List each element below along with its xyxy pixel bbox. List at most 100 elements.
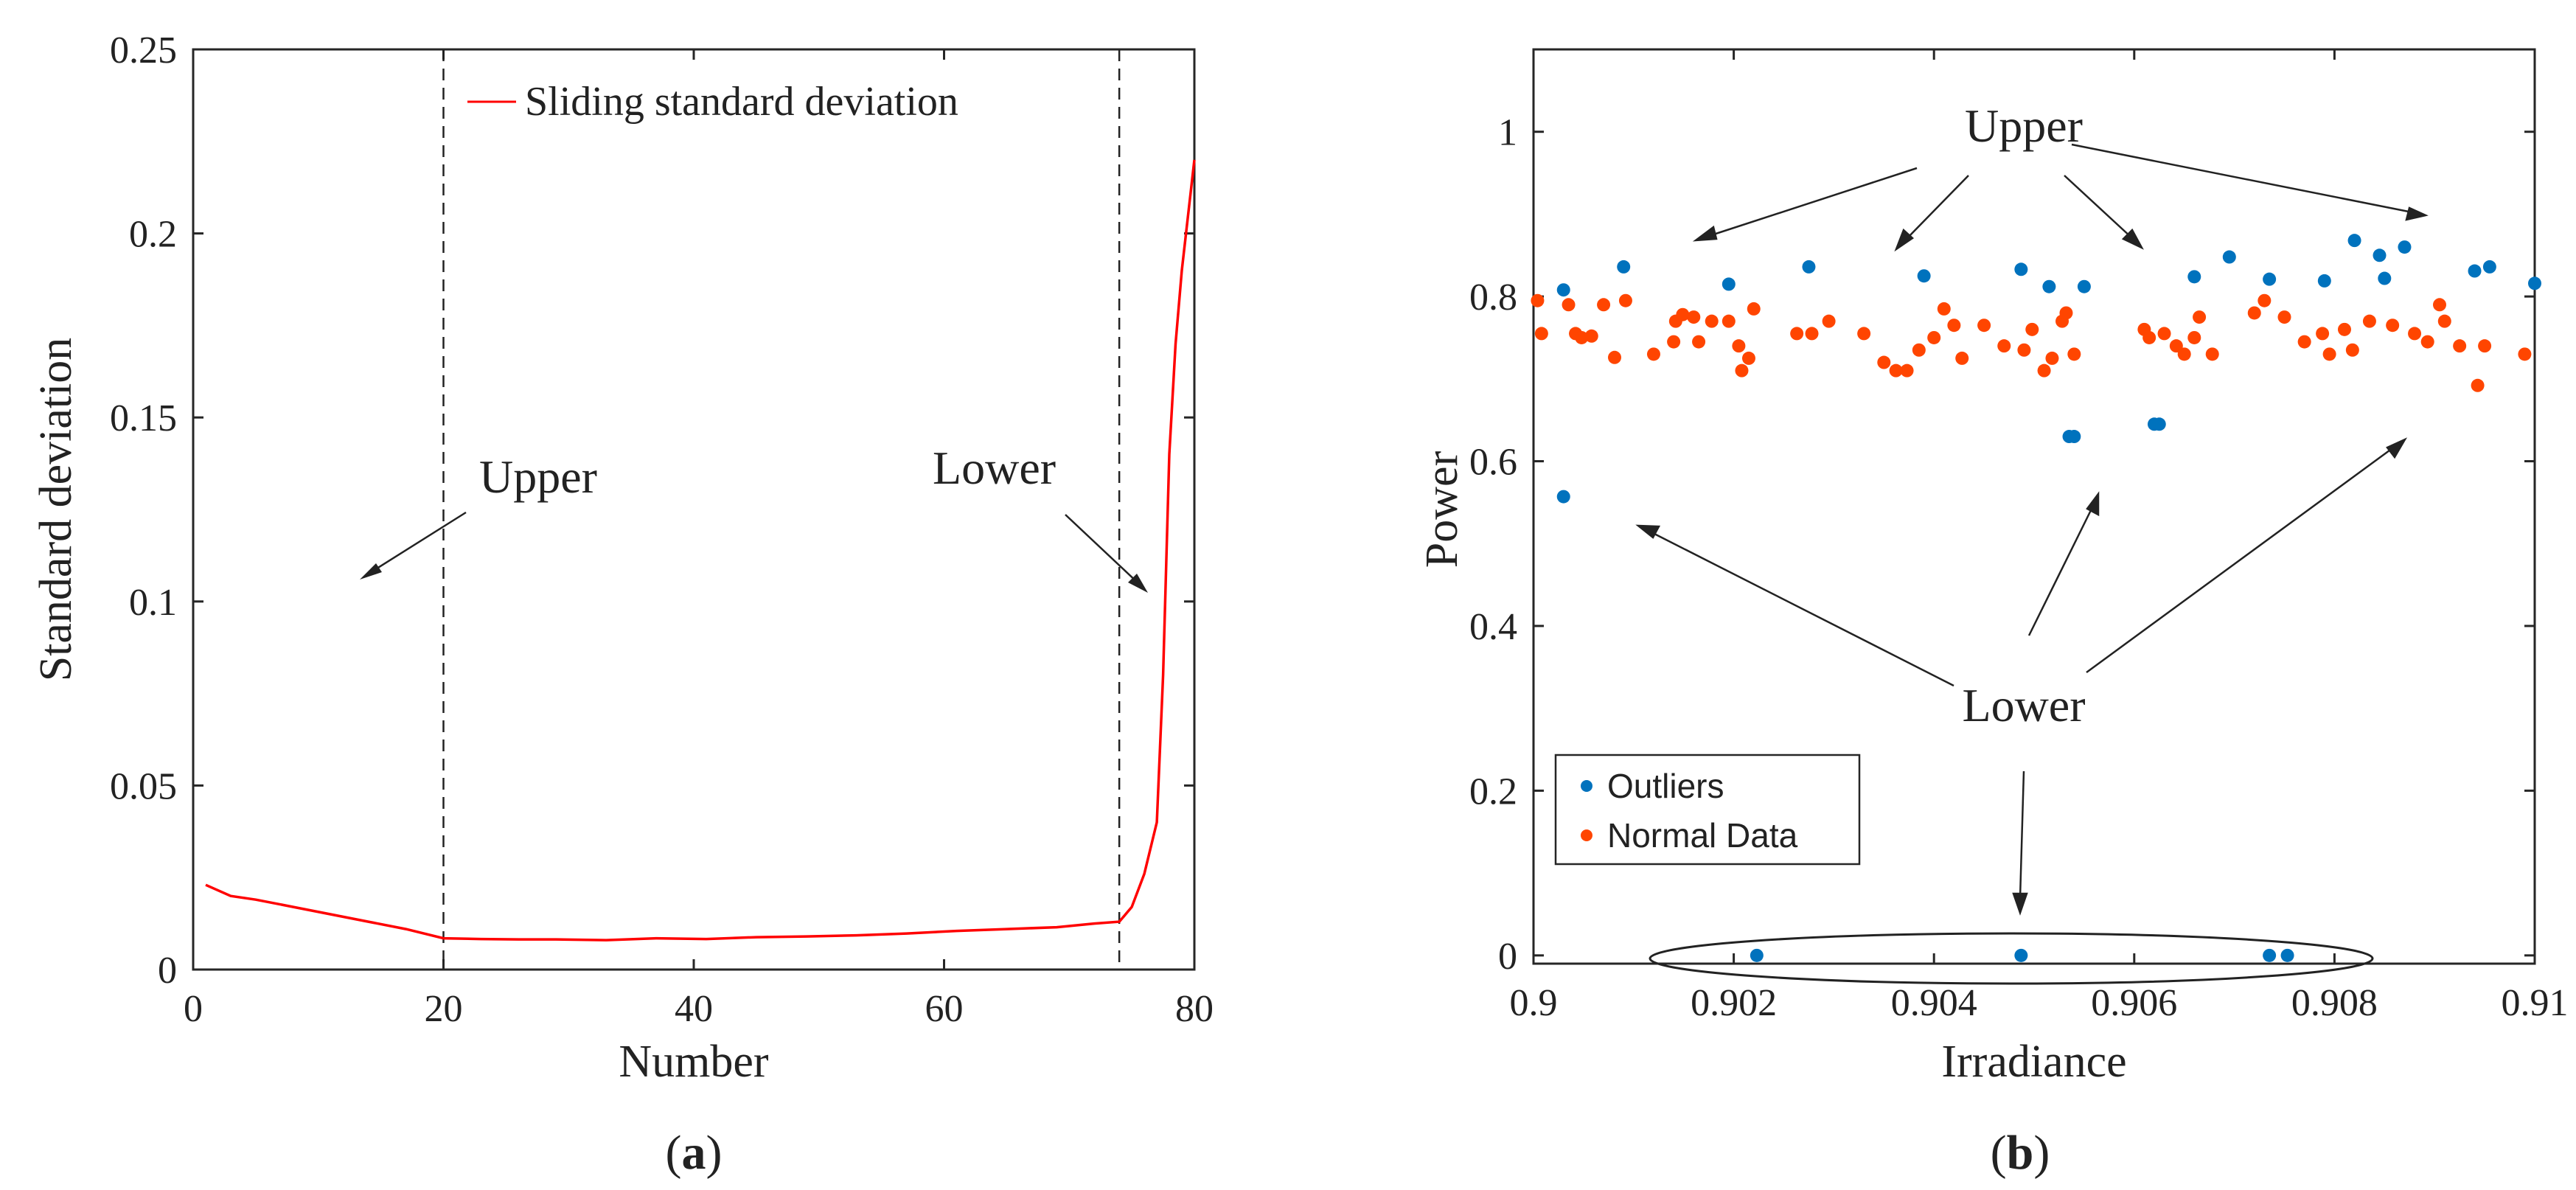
panel-b-legend-box: [1554, 754, 1861, 866]
normal-data-point: [2037, 363, 2051, 377]
panel-a-ticks: 0 20 40 60 80 0 0.05 0.1 0.15 0.2 0.25: [110, 29, 1214, 1030]
outlier-point: [1617, 260, 1631, 274]
normal-data-point: [1947, 319, 1961, 333]
y-tick-label: 0.6: [1469, 442, 1517, 484]
panel-b-ticks: 0.9 0.902 0.904 0.906 0.908 0.91 0 0.2 0.4 0.6 0.8…: [1469, 49, 2569, 1024]
normal-data-point: [2025, 322, 2039, 336]
normal-data-point: [1747, 302, 1761, 316]
panel-b-lower-arrow-1: [1651, 531, 1954, 687]
normal-data-point: [2142, 330, 2156, 344]
panel-b-annotation-upper: Upper: [1965, 100, 2083, 152]
outlier-point: [2014, 262, 2028, 276]
outlier-point: [2378, 271, 2392, 285]
outlier-point: [2263, 272, 2277, 286]
normal-data-point: [2408, 327, 2422, 341]
outlier-point: [2263, 948, 2277, 962]
normal-data-point: [2518, 347, 2532, 361]
panel-b-upper-arrows: [1692, 143, 2429, 252]
y-tick-label: 0.25: [110, 29, 177, 72]
outlier-point: [2187, 270, 2201, 284]
panel-b-legend-marker-outliers: [1581, 780, 1592, 792]
panel-b-series: [1531, 234, 2541, 962]
x-tick-label: 0: [184, 988, 203, 1030]
panel-b-lower-arrow-4: [2019, 770, 2025, 899]
panel-a-caption-letter: a: [682, 1126, 706, 1180]
panel-a-plot-frame: [192, 48, 1196, 971]
panel-b-legend-label-normal: Normal Data: [1607, 816, 1798, 855]
outlier-point: [2317, 274, 2331, 288]
normal-data-point: [2345, 343, 2359, 357]
panel-b-lower-arrowhead-2: [2086, 491, 2100, 517]
series-line-sliding-std: [205, 159, 1196, 942]
x-tick-label: 40: [675, 988, 713, 1030]
normal-data-point: [2420, 335, 2434, 349]
panel-a-legend-label: Sliding standard deviation: [525, 79, 958, 125]
x-tick-label: 0.9: [1510, 982, 1558, 1024]
panel-b-lower-arrowhead-3: [2386, 437, 2408, 459]
normal-data-point: [1534, 327, 1548, 341]
normal-data-point: [1977, 319, 1991, 333]
y-tick-label: 0.1: [129, 582, 177, 624]
normal-data-point: [2471, 378, 2485, 392]
normal-data-point: [1741, 351, 1755, 365]
outlier-point: [1917, 269, 1931, 283]
normal-data-point: [2316, 327, 2330, 341]
x-tick-label: 20: [425, 988, 463, 1030]
outlier-point: [2042, 279, 2056, 293]
x-tick-label: 80: [1175, 988, 1214, 1030]
outlier-point: [1750, 948, 1764, 962]
normal-data-point: [2322, 347, 2336, 361]
outlier-point: [2347, 234, 2361, 248]
normal-data-point: [2277, 310, 2291, 324]
panel-b-annotation-lower: Lower: [1962, 679, 2085, 731]
panel-a-upper-arrow: [368, 511, 467, 575]
outlier-point: [2398, 240, 2412, 254]
normal-data-point: [1735, 363, 1749, 377]
normal-data-point: [1857, 327, 1871, 341]
normal-data-point: [2432, 298, 2446, 312]
panel-b-caption: (b): [1991, 1126, 2050, 1180]
panel-a-y-axis-label: Standard deviation: [31, 338, 81, 682]
panel-b-lower-arrow-3: [2086, 447, 2393, 674]
y-tick-label: 0.15: [110, 397, 177, 439]
y-tick-label: 0: [158, 950, 177, 992]
panel-b-upper-arrow-3: [2064, 175, 2133, 239]
outlier-point: [2222, 250, 2236, 264]
normal-data-point: [2453, 339, 2467, 353]
normal-data-point: [1646, 347, 1660, 361]
normal-data-point: [1877, 355, 1891, 369]
panel-b-caption-letter: b: [2007, 1126, 2034, 1180]
x-tick-label: 60: [925, 988, 964, 1030]
outlier-point: [2067, 430, 2081, 444]
normal-data-point: [1997, 339, 2011, 353]
panel-a-line-chart: 0 20 40 60 80 0 0.05 0.1 0.15 0.2 0.25 Sliding sta…: [31, 29, 1214, 1180]
outlier-point: [1556, 283, 1570, 297]
panel-b-lower-arrowhead-4: [2012, 892, 2028, 916]
y-tick-label: 0.8: [1469, 276, 1517, 319]
normal-data-point: [2169, 339, 2183, 353]
normal-data-point: [1900, 363, 1914, 377]
normal-data-point: [2067, 347, 2081, 361]
outlier-point: [2528, 276, 2541, 290]
normal-data-point: [1607, 350, 1621, 364]
panel-a-series: [205, 159, 1196, 942]
outlier-point: [1556, 490, 1570, 504]
panel-b-upper-arrowhead-1: [1692, 225, 1718, 242]
normal-data-point: [1687, 310, 1701, 324]
panel-a-lower-arrow: [1065, 514, 1140, 585]
panel-b-upper-arrowhead-2: [1894, 228, 1915, 252]
panel-a-caption-open: (: [666, 1126, 682, 1180]
outlier-point: [1802, 260, 1816, 274]
normal-data-point: [2437, 314, 2451, 328]
normal-data-point: [2386, 319, 2400, 333]
normal-data-point: [2362, 314, 2376, 328]
outlier-point: [2077, 279, 2091, 293]
normal-data-point: [1937, 302, 1951, 316]
x-tick-label: 0.91: [2502, 982, 2569, 1024]
panel-a-caption-close: ): [706, 1126, 723, 1180]
normal-data-point: [1927, 330, 1941, 344]
normal-data-point: [2297, 335, 2311, 349]
normal-data-point: [1705, 314, 1719, 328]
